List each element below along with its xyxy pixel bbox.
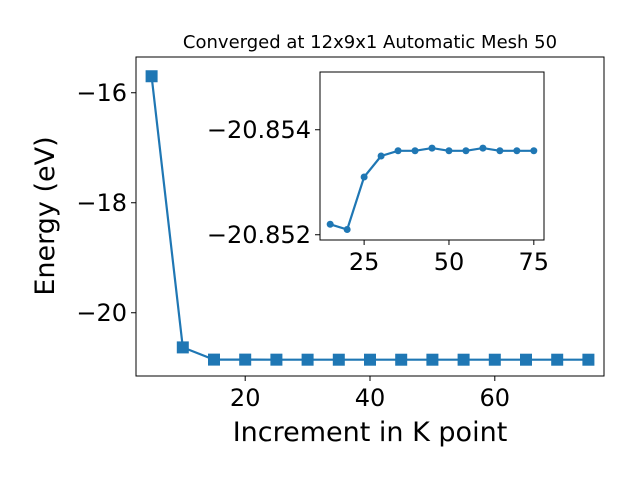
main-data-point	[395, 353, 408, 366]
inset-data-point	[411, 147, 419, 155]
inset-data-point	[326, 220, 334, 228]
main-data-point	[145, 70, 158, 83]
main-data-point	[520, 353, 532, 366]
main-data-point	[582, 353, 595, 366]
inset-plot-frame	[319, 71, 545, 241]
inset-data-point	[394, 147, 402, 155]
inset-data-point	[428, 144, 436, 152]
x-axis-title: Increment in K point	[233, 417, 508, 448]
main-data-point	[301, 353, 314, 366]
main-series	[145, 70, 595, 366]
inset-y-tick-label: −20.852	[207, 221, 311, 249]
inset-data-point	[360, 173, 368, 181]
main-data-point	[488, 353, 501, 366]
inset-x-tick-label: 25	[349, 248, 380, 276]
main-x-tick-label: 20	[230, 384, 261, 412]
main-data-point	[332, 353, 345, 366]
inset-data-point	[343, 226, 351, 233]
inset-x-tick-label: 75	[519, 248, 550, 276]
main-x-tick-label: 40	[355, 384, 386, 412]
inset-data-point	[377, 152, 385, 160]
y-axis-title: Energy (eV)	[30, 136, 61, 295]
inset-series	[326, 144, 538, 233]
inset-data-point	[513, 147, 521, 155]
main-data-point	[457, 353, 470, 366]
main-data-point	[239, 353, 252, 366]
main-data-point	[208, 353, 220, 366]
main-y-tick-label: −20	[76, 299, 127, 327]
inset-data-point	[479, 144, 487, 152]
inset-y-tick-label: −20.854	[207, 116, 311, 144]
chart-title: Converged at 12x9x1 Automatic Mesh 50	[183, 32, 557, 53]
main-x-tick-label: 60	[480, 384, 511, 412]
main-data-point	[426, 353, 439, 366]
main-data-point	[551, 353, 564, 366]
main-ticks: 20 40 60 −16 −18 −20	[76, 79, 510, 412]
main-data-point	[364, 353, 376, 366]
main-y-tick-label: −16	[76, 79, 127, 107]
inset-ticks: 25 50 75 −20.854 −20.852	[207, 116, 549, 276]
inset-data-point	[445, 147, 453, 155]
inset-data-point	[462, 147, 470, 155]
main-y-tick-label: −18	[76, 189, 127, 217]
inset-data-point	[530, 147, 538, 155]
main-data-point	[176, 341, 189, 354]
inset-x-tick-label: 50	[434, 248, 465, 276]
main-data-point	[270, 353, 283, 366]
inset-data-point	[496, 147, 504, 155]
